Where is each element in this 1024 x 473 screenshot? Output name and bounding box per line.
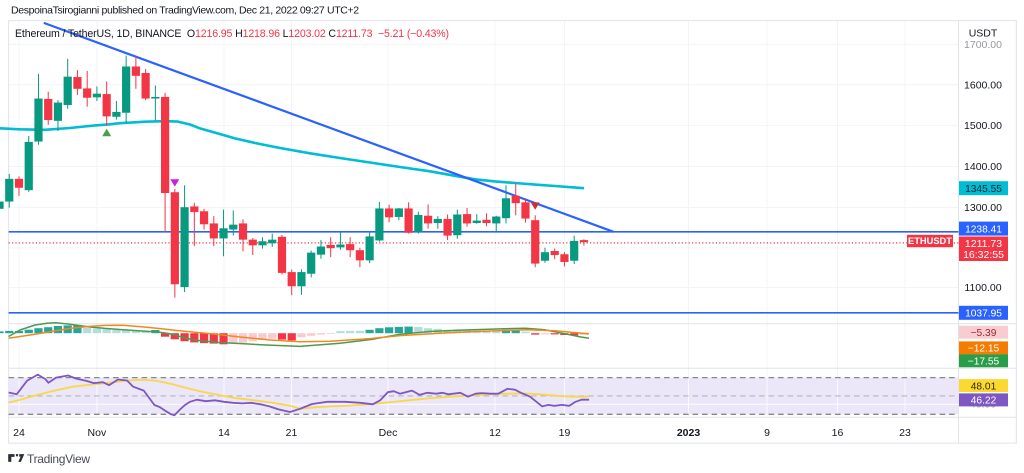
svg-text:Dec: Dec <box>379 427 398 439</box>
svg-text:24: 24 <box>13 427 25 439</box>
svg-text:1700.00: 1700.00 <box>964 39 1002 51</box>
svg-text:1037.95: 1037.95 <box>965 309 1002 320</box>
svg-text:16: 16 <box>832 427 844 439</box>
svg-text:−17.55: −17.55 <box>968 357 1000 368</box>
svg-text:1238.41: 1238.41 <box>965 224 1002 235</box>
svg-text:1100.00: 1100.00 <box>964 282 1001 294</box>
svg-text:1345.55: 1345.55 <box>965 184 1002 195</box>
svg-text:DespoinaTsirogianni published: DespoinaTsirogianni published on Trading… <box>11 5 359 17</box>
svg-text:19: 19 <box>559 427 571 439</box>
svg-text:12: 12 <box>489 427 501 439</box>
svg-text:46.22: 46.22 <box>971 396 997 407</box>
svg-text:21: 21 <box>286 427 298 439</box>
svg-text:USDT: USDT <box>969 28 998 40</box>
svg-text:16:32:55: 16:32:55 <box>963 249 1004 261</box>
svg-text:Nov: Nov <box>88 427 107 439</box>
svg-text:ETHUSDT: ETHUSDT <box>908 236 952 246</box>
svg-text:23: 23 <box>899 427 911 439</box>
svg-text:9: 9 <box>764 427 770 439</box>
svg-text:Ethereum / TetherUS, 1D, BINAN: Ethereum / TetherUS, 1D, BINANCE O1216.9… <box>15 28 449 40</box>
svg-text:1400.00: 1400.00 <box>964 161 1002 173</box>
svg-text:TradingView: TradingView <box>27 452 90 466</box>
svg-text:1300.00: 1300.00 <box>964 202 1002 214</box>
svg-text:−5.39: −5.39 <box>971 328 997 339</box>
svg-text:−12.15: −12.15 <box>968 344 1000 355</box>
svg-text:1500.00: 1500.00 <box>964 120 1002 132</box>
svg-text:14: 14 <box>218 427 230 439</box>
svg-text:2023: 2023 <box>677 427 701 439</box>
svg-text:48.01: 48.01 <box>971 381 997 392</box>
svg-text:1211.73: 1211.73 <box>965 238 1002 250</box>
svg-text:1600.00: 1600.00 <box>964 79 1002 91</box>
